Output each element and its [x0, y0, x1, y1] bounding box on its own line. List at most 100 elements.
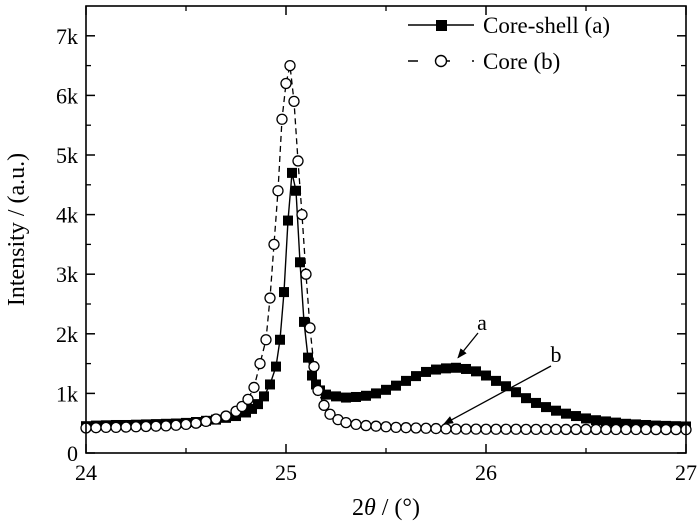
core-point	[100, 421, 112, 434]
core-point	[318, 399, 330, 411]
core-point	[284, 59, 296, 72]
core-shell-point	[391, 380, 401, 391]
core-shell-point	[451, 362, 461, 373]
core-point	[650, 423, 662, 436]
core-point	[500, 423, 512, 435]
legend-marker-core-shell	[436, 20, 447, 31]
core-shell-point	[561, 408, 571, 419]
core-point	[236, 400, 248, 413]
core-shell-point	[611, 417, 621, 428]
core-point	[410, 422, 422, 434]
core-shell-point	[351, 391, 361, 402]
core-point	[268, 238, 280, 251]
core-shell-point	[283, 215, 293, 226]
legend-label-core-shell: Core-shell (a)	[483, 13, 610, 38]
core-shell-point	[551, 405, 561, 416]
core-shell-point	[481, 370, 491, 381]
core-point	[490, 423, 502, 435]
core-point	[530, 423, 542, 436]
core-shell-point	[381, 384, 391, 395]
core-shell-point	[461, 363, 471, 374]
core-point	[140, 420, 152, 433]
core-point	[288, 95, 300, 108]
core-point	[430, 422, 442, 435]
y-tick-label: 0	[67, 441, 78, 466]
core-point	[272, 185, 284, 197]
core-point	[180, 418, 192, 431]
core-point	[110, 421, 122, 434]
core-point	[380, 421, 392, 433]
core-shell-point	[471, 366, 481, 377]
core-shell-point	[421, 366, 431, 377]
core-shell-point	[411, 371, 421, 382]
core-point	[150, 420, 162, 432]
core-point	[276, 113, 288, 125]
core-point	[660, 423, 672, 436]
plot-frame	[85, 5, 687, 454]
core-point	[520, 423, 532, 436]
core-point	[160, 420, 172, 432]
legend-label-core: Core (b)	[483, 49, 560, 74]
annotation-arrow	[457, 332, 479, 359]
core-shell-point	[279, 287, 289, 298]
core-shell-point	[361, 390, 371, 401]
annotation-label: b	[551, 342, 562, 367]
core-point	[510, 423, 522, 435]
core-shell-point	[275, 334, 285, 345]
y-tick-label: 2k	[56, 322, 78, 347]
core-point	[220, 410, 232, 422]
x-tick-label: 25	[275, 460, 297, 485]
core-shell-point	[591, 415, 601, 426]
core-point	[440, 423, 452, 435]
core-point	[120, 421, 132, 433]
core-shell-point	[521, 393, 531, 404]
core-shell-point	[341, 392, 351, 403]
core-shell-point	[311, 379, 321, 390]
core-shell-point	[291, 185, 301, 196]
core-point	[170, 419, 182, 431]
legend: Core-shell (a) Core (b)	[408, 13, 610, 74]
core-point	[470, 423, 482, 435]
y-tick-label: 1k	[56, 381, 78, 406]
core-point	[480, 423, 492, 435]
core-point	[190, 417, 202, 429]
core-shell-point	[501, 381, 511, 392]
core-point	[600, 423, 612, 436]
core-point	[292, 155, 304, 167]
core-point	[620, 423, 632, 436]
core-point	[300, 268, 312, 280]
core-point	[304, 322, 316, 334]
core-shell-point	[241, 407, 251, 418]
core-shell-point	[511, 387, 521, 398]
core-point	[550, 423, 562, 436]
core-shell-point	[621, 418, 631, 429]
core-shell-point	[491, 375, 501, 386]
y-tick-label: 7k	[56, 24, 78, 49]
y-tick-label: 3k	[56, 262, 78, 287]
core-shell-point	[271, 361, 281, 372]
y-tick-label: 4k	[56, 203, 78, 228]
core-shell-point	[253, 399, 263, 410]
core-shell-point	[431, 364, 441, 375]
x-tick-label: 24	[75, 460, 97, 485]
x-axis-title: 2θ / (°)	[352, 495, 420, 521]
core-shell-point	[571, 411, 581, 422]
core-shell-point	[401, 375, 411, 386]
core-point	[420, 422, 432, 434]
core-shell-point	[247, 403, 257, 414]
core-point	[560, 423, 572, 436]
core-point	[360, 419, 372, 432]
y-axis: 0 1k 2k 3k 4k 5k 6k 7k	[56, 24, 686, 466]
core-point	[390, 421, 402, 434]
core-point	[640, 423, 652, 436]
core-point	[580, 423, 592, 436]
core-point	[610, 423, 622, 436]
core-shell-point	[303, 352, 313, 363]
core-point	[450, 423, 462, 435]
x-tick-label: 27	[675, 460, 697, 485]
core-point	[242, 393, 254, 406]
core-point	[540, 423, 552, 436]
core-point	[254, 357, 266, 370]
core-point	[324, 408, 336, 420]
